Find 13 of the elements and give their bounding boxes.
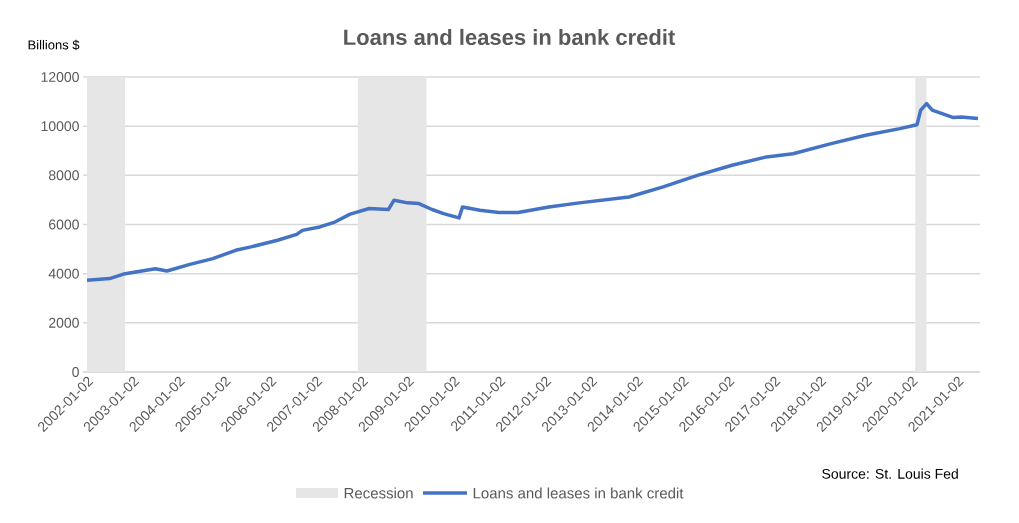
y-tick-label: 4000 <box>48 268 79 279</box>
y-tick-label: 0 <box>72 367 79 377</box>
y-tick-label: 2000 <box>49 317 79 328</box>
chart-title: Loans and leases in bank credit <box>344 28 676 46</box>
line-series <box>85 101 980 283</box>
y-tick-label: 10000 <box>41 121 79 132</box>
legend-label: Loans and leases in bank credit <box>473 487 684 499</box>
source-note: Source: St. Louis Fed <box>822 468 958 479</box>
y-tick-label: 12000 <box>41 72 79 82</box>
legend-label: Recession <box>344 487 413 499</box>
y-tick-label: 8000 <box>48 170 79 181</box>
y-tick-label: 6000 <box>49 219 79 230</box>
y-axis-title: Billions $ <box>28 39 80 51</box>
